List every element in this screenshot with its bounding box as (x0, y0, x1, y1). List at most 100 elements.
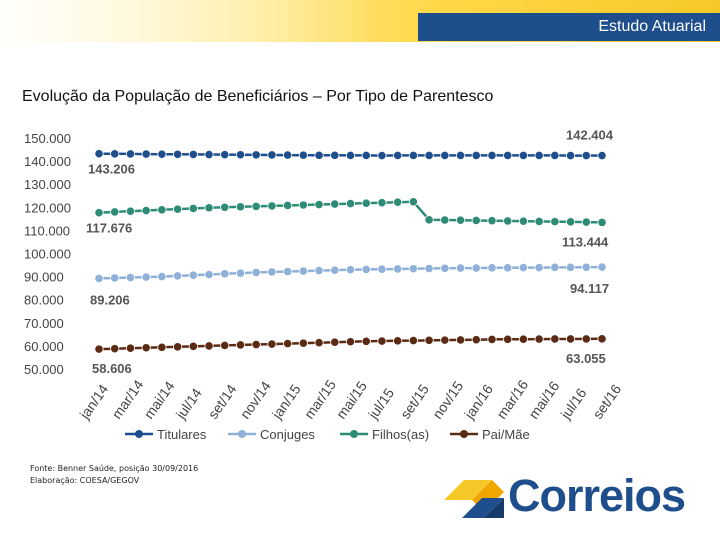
series-point (518, 262, 529, 273)
series-point (204, 149, 214, 160)
series-point (361, 198, 371, 208)
series-point (487, 263, 497, 273)
legend-label: Conjuges (260, 427, 315, 442)
series-point (330, 265, 340, 275)
series-point (298, 150, 308, 160)
series-point (471, 150, 481, 161)
series-point (204, 203, 214, 213)
series-point (581, 262, 591, 272)
series-point (487, 334, 497, 345)
series-point (157, 205, 167, 215)
series-point (283, 150, 293, 160)
legend-marker (460, 430, 468, 438)
x-tick-label: jan/14 (76, 381, 112, 422)
series-point (314, 265, 324, 276)
series-point (550, 150, 560, 161)
x-tick-label: mai/15 (333, 378, 370, 422)
series-point (487, 216, 497, 226)
series-point (110, 273, 120, 283)
series-point (235, 150, 246, 160)
y-tick-label: 70.000 (24, 316, 64, 331)
series-point (377, 336, 387, 346)
series-point (220, 269, 230, 279)
y-tick-label: 90.000 (24, 270, 64, 285)
series-point (330, 199, 340, 209)
series-point (534, 262, 544, 273)
x-tick-label: nov/15 (429, 378, 466, 422)
footer-notes: Fonte: Benner Saúde, posição 30/09/2016 … (30, 463, 198, 487)
series-point (345, 265, 356, 275)
series-point (393, 197, 403, 207)
y-tick-label: 50.000 (24, 362, 64, 377)
y-tick-label: 60.000 (24, 339, 64, 354)
series-point (314, 199, 324, 210)
series-point (110, 344, 120, 354)
series-point (408, 150, 418, 161)
x-tick-label: set/15 (397, 381, 432, 422)
x-tick-label: mai/14 (140, 378, 177, 422)
series-point (94, 208, 104, 218)
series-point (298, 200, 308, 210)
series-point (94, 149, 104, 159)
series-point (440, 263, 450, 273)
series-point (408, 335, 418, 346)
x-tick-label: jul/16 (557, 385, 590, 423)
series-point (220, 150, 230, 160)
series-point (235, 340, 246, 350)
y-tick-label: 100.000 (24, 247, 71, 262)
series-point (283, 338, 293, 349)
series-point (172, 149, 183, 159)
series-point (581, 334, 591, 344)
series-point (345, 337, 356, 347)
series-point (440, 335, 450, 345)
series-point (377, 150, 387, 161)
y-tick-label: 130.000 (24, 177, 71, 192)
series-point (581, 150, 591, 161)
x-tick-label: nov/14 (237, 378, 274, 422)
series-point (110, 149, 120, 159)
series-point (141, 149, 151, 159)
last-value-label: 63.055 (566, 351, 606, 366)
series-point (220, 340, 230, 351)
series-point (518, 334, 529, 344)
series-point (534, 150, 544, 161)
series-point (393, 336, 403, 346)
series-point (455, 335, 466, 345)
series-point (565, 150, 576, 161)
series-point (503, 216, 513, 226)
series-point (597, 334, 607, 344)
series-point (251, 201, 261, 211)
y-tick-label: 150.000 (24, 131, 71, 146)
series-point (204, 341, 214, 351)
series-point (125, 149, 136, 159)
series-point (361, 150, 371, 161)
series-point (503, 150, 513, 161)
first-value-label: 89.206 (90, 292, 130, 307)
last-value-label: 113.444 (562, 234, 609, 249)
series-point (597, 150, 607, 161)
series-point (141, 343, 151, 353)
series-point (314, 150, 324, 160)
series-point (518, 150, 529, 161)
header-title: Estudo Atuarial (418, 13, 720, 41)
series-point (518, 216, 529, 226)
series-point (94, 344, 104, 354)
series-point (298, 266, 308, 276)
legend-label: Filhos(as) (372, 427, 429, 442)
x-tick-label: mar/16 (493, 377, 531, 422)
series-point (125, 206, 136, 216)
series-point (597, 217, 607, 228)
series-point (424, 335, 434, 345)
series-point (251, 267, 261, 278)
series-point (298, 338, 308, 348)
series-point (251, 339, 261, 350)
series-point (141, 272, 151, 282)
series-point (361, 264, 371, 275)
correios-logo-icon (444, 480, 504, 518)
series-point (424, 150, 434, 161)
series-point (503, 263, 513, 273)
x-tick-label: mai/16 (525, 378, 562, 422)
series-point (267, 267, 277, 277)
x-tick-label: mar/15 (301, 377, 339, 422)
series-point (455, 150, 466, 161)
